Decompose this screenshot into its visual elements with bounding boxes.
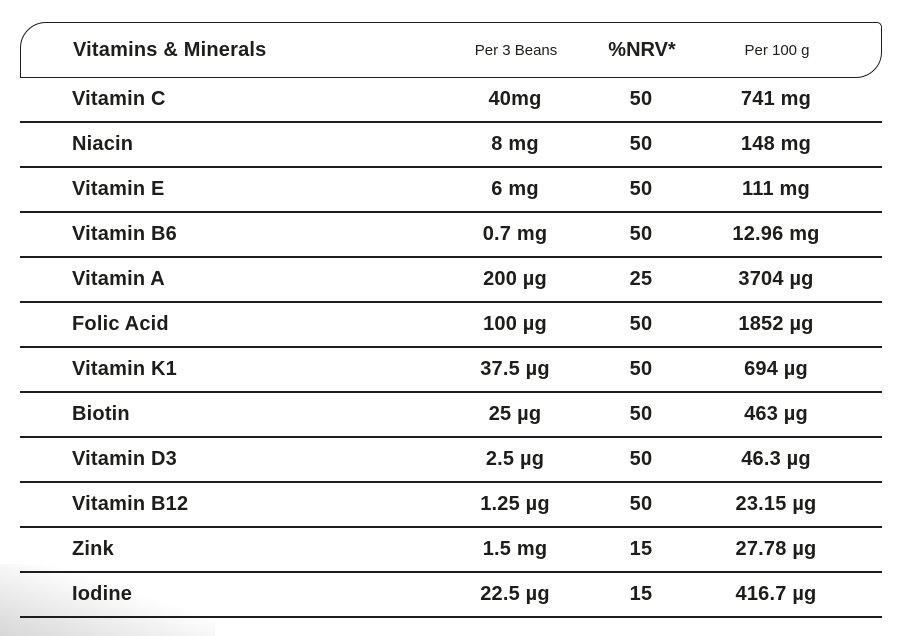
corner-shadow	[0, 564, 215, 636]
cell-per-3-beans: 200 µg	[483, 268, 547, 290]
cell-nrv: 50	[629, 88, 653, 110]
cell-per-3-beans: 40mg	[488, 88, 542, 110]
cell-per-3-beans: 100 µg	[483, 313, 547, 335]
cell-nrv: 50	[629, 493, 653, 515]
cell-name: Vitamin D3	[72, 448, 177, 470]
table-row: Vitamin C 40mg 50 741 mg	[20, 78, 882, 123]
cell-per-100g: 1852 µg	[738, 313, 814, 335]
cell-per-3-beans: 25 µg	[488, 403, 542, 425]
table-row: Vitamin B12 1.25 µg 50 23.15 µg	[20, 483, 882, 528]
cell-per-100g: 23.15 µg	[735, 493, 817, 515]
cell-per-100g: 46.3 µg	[741, 448, 811, 470]
cell-name: Vitamin E	[72, 178, 165, 200]
cell-per-3-beans: 1.5 mg	[482, 538, 548, 560]
cell-per-3-beans: 8 mg	[491, 133, 539, 155]
table-row: Vitamin B6 0.7 mg 50 12.96 mg	[20, 213, 882, 258]
cell-nrv: 25	[629, 268, 653, 290]
table-header: Vitamins & Minerals Per 3 Beans %NRV* Pe…	[20, 22, 882, 78]
cell-per-3-beans: 1.25 µg	[480, 493, 550, 515]
cell-per-100g: 416.7 µg	[735, 583, 817, 605]
table-row: Vitamin K1 37.5 µg 50 694 µg	[20, 348, 882, 393]
cell-per-100g: 694 µg	[744, 358, 808, 380]
cell-per-3-beans: 6 mg	[491, 178, 539, 200]
cell-nrv: 15	[629, 538, 653, 560]
cell-nrv: 15	[629, 583, 653, 605]
cell-nrv: 50	[629, 403, 653, 425]
cell-name: Iodine	[72, 583, 133, 605]
cell-name: Zink	[72, 538, 114, 560]
cell-per-100g: 27.78 µg	[735, 538, 817, 560]
col-header-per-100g: Per 100 g	[744, 41, 810, 59]
cell-per-100g: 12.96 mg	[732, 223, 820, 245]
cell-nrv: 50	[629, 178, 653, 200]
table-row: Folic Acid 100 µg 50 1852 µg	[20, 303, 882, 348]
cell-per-3-beans: 0.7 mg	[482, 223, 548, 245]
table-row: Vitamin A 200 µg 25 3704 µg	[20, 258, 882, 303]
table-row: Iodine 22.5 µg 15 416.7 µg	[20, 573, 882, 618]
table-row: Zink 1.5 mg 15 27.78 µg	[20, 528, 882, 573]
cell-name: Niacin	[72, 133, 134, 155]
cell-per-3-beans: 37.5 µg	[480, 358, 550, 380]
cell-per-100g: 148 mg	[740, 133, 812, 155]
cell-nrv: 50	[629, 358, 653, 380]
cell-name: Vitamin B6	[72, 223, 177, 245]
cell-name: Vitamin A	[72, 268, 165, 290]
cell-per-100g: 3704 µg	[738, 268, 814, 290]
cell-per-100g: 111 mg	[742, 178, 810, 200]
cell-per-3-beans: 22.5 µg	[480, 583, 550, 605]
cell-name: Folic Acid	[72, 313, 169, 335]
table-body: Vitamin C 40mg 50 741 mg Niacin 8 mg 50 …	[20, 78, 882, 618]
table-row: Vitamin D3 2.5 µg 50 46.3 µg	[20, 438, 882, 483]
cell-per-100g: 741 mg	[740, 88, 812, 110]
cell-name: Vitamin C	[72, 88, 166, 110]
col-header-nrv: %NRV*	[608, 38, 676, 61]
cell-name: Biotin	[72, 403, 130, 425]
table-row: Niacin 8 mg 50 148 mg	[20, 123, 882, 168]
cell-nrv: 50	[629, 448, 653, 470]
cell-nrv: 50	[629, 223, 653, 245]
table-row: Biotin 25 µg 50 463 µg	[20, 393, 882, 438]
cell-per-3-beans: 2.5 µg	[485, 448, 545, 470]
cell-nrv: 50	[629, 313, 653, 335]
cell-per-100g: 463 µg	[744, 403, 808, 425]
cell-name: Vitamin K1	[72, 358, 177, 380]
table-row: Vitamin E 6 mg 50 111 mg	[20, 168, 882, 213]
header-title: Vitamins & Minerals	[73, 38, 267, 61]
cell-name: Vitamin B12	[72, 493, 189, 515]
cell-nrv: 50	[629, 133, 653, 155]
col-header-per-3-beans: Per 3 Beans	[474, 41, 558, 59]
